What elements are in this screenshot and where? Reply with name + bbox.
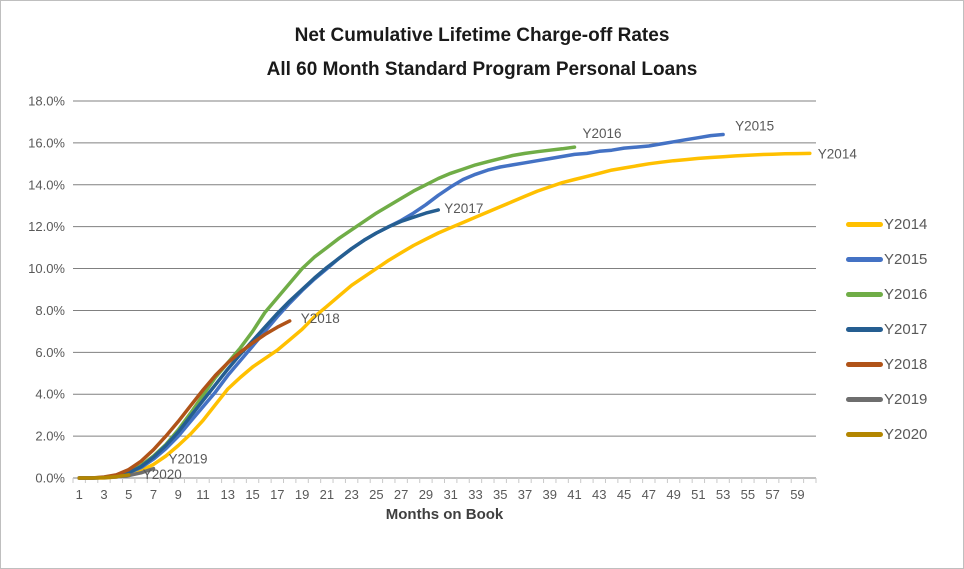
series-line-y2014[interactable] — [77, 151, 812, 480]
x-axis-title: Months on Book — [385, 506, 504, 523]
x-axis-tick-label: 9 — [175, 487, 182, 502]
x-axis-tick-label: 3 — [100, 487, 107, 502]
legend-item-y2014[interactable]: Y2014 — [846, 207, 927, 242]
x-axis-tick-label: 47 — [642, 487, 656, 502]
y-axis-tick-label: 18.0% — [28, 94, 65, 109]
legend-swatch-y2017 — [846, 327, 883, 332]
series-line-y2017[interactable] — [77, 208, 441, 480]
x-axis-tick-label: 35 — [493, 487, 507, 502]
legend: Y2014 Y2015 Y2016 Y2017 Y2018 Y2019 Y2020 — [846, 207, 927, 452]
y-axis-tick-label: 2.0% — [35, 429, 65, 444]
legend-label: Y2015 — [884, 251, 928, 268]
series-end-label-y2014: Y2014 — [818, 146, 858, 161]
x-axis-tick-label: 57 — [765, 487, 779, 502]
series-end-label-y2016: Y2016 — [583, 126, 622, 141]
x-axis-tick-label: 33 — [468, 487, 482, 502]
legend-label: Y2017 — [884, 321, 928, 338]
legend-swatch-y2018 — [846, 362, 883, 367]
legend-item-y2016[interactable]: Y2016 — [846, 277, 927, 312]
x-axis-tick-label: 21 — [320, 487, 334, 502]
legend-item-y2020[interactable]: Y2020 — [846, 417, 927, 452]
x-axis-tick-label: 39 — [543, 487, 557, 502]
legend-item-y2015[interactable]: Y2015 — [846, 242, 927, 277]
y-axis-tick-label: 16.0% — [28, 135, 65, 150]
x-axis-tick-label: 1 — [76, 487, 83, 502]
legend-swatch-y2020 — [846, 432, 883, 437]
x-axis-tick-label: 49 — [666, 487, 680, 502]
legend-label: Y2019 — [884, 391, 928, 408]
series-end-label-y2017: Y2017 — [444, 201, 483, 216]
y-axis-tick-label: 6.0% — [35, 345, 65, 360]
x-axis-tick-label: 13 — [221, 487, 235, 502]
x-axis-tick-label: 5 — [125, 487, 132, 502]
x-axis-tick-label: 15 — [245, 487, 259, 502]
x-axis-tick-label: 25 — [369, 487, 383, 502]
y-axis-tick-label: 10.0% — [28, 261, 65, 276]
legend-label: Y2014 — [884, 216, 928, 233]
legend-swatch-y2014 — [846, 222, 883, 227]
chart-title-line-2: All 60 Month Standard Program Personal L… — [266, 59, 698, 80]
x-axis-tick-label: 23 — [344, 487, 358, 502]
x-axis-tick-label: 7 — [150, 487, 157, 502]
y-axis-tick-label: 14.0% — [28, 177, 65, 192]
series-line-y2020[interactable] — [77, 473, 131, 480]
x-axis-tick-label: 17 — [270, 487, 284, 502]
x-axis-tick-label: 11 — [196, 487, 210, 502]
legend-swatch-y2016 — [846, 292, 883, 297]
y-axis-tick-label: 8.0% — [35, 303, 65, 318]
x-axis-tick-label: 31 — [443, 487, 457, 502]
legend-label: Y2016 — [884, 286, 928, 303]
series-end-label-y2015: Y2015 — [735, 119, 774, 134]
y-axis-tick-label: 4.0% — [35, 387, 65, 402]
series-end-label-y2019: Y2019 — [168, 452, 207, 467]
x-axis-tick-label: 55 — [741, 487, 755, 502]
legend-item-y2017[interactable]: Y2017 — [846, 312, 927, 347]
series-end-label-y2018: Y2018 — [301, 311, 340, 326]
x-axis-tick-label: 41 — [567, 487, 581, 502]
legend-label: Y2020 — [884, 426, 928, 443]
legend-swatch-y2019 — [846, 397, 883, 402]
legend-item-y2019[interactable]: Y2019 — [846, 382, 927, 417]
legend-swatch-y2015 — [846, 257, 883, 262]
x-axis-tick-label: 45 — [617, 487, 631, 502]
x-axis-tick-label: 43 — [592, 487, 606, 502]
legend-label: Y2018 — [884, 356, 928, 373]
y-axis-tick-label: 12.0% — [28, 219, 65, 234]
x-axis-tick-label: 29 — [419, 487, 433, 502]
chart-title: Net Cumulative Lifetime Charge-off Rates… — [1, 19, 963, 87]
x-axis-tick-label: 51 — [691, 487, 705, 502]
chart-title-line-1: Net Cumulative Lifetime Charge-off Rates — [294, 25, 670, 46]
x-axis-tick-label: 37 — [518, 487, 532, 502]
x-axis-tick-label: 53 — [716, 487, 730, 502]
x-axis-tick-label: 59 — [790, 487, 804, 502]
x-axis-tick-label: 27 — [394, 487, 408, 502]
y-axis-tick-label: 0.0% — [35, 471, 65, 486]
x-axis-tick-label: 19 — [295, 487, 309, 502]
series-end-label-y2020: Y2020 — [143, 467, 182, 482]
legend-item-y2018[interactable]: Y2018 — [846, 347, 927, 382]
